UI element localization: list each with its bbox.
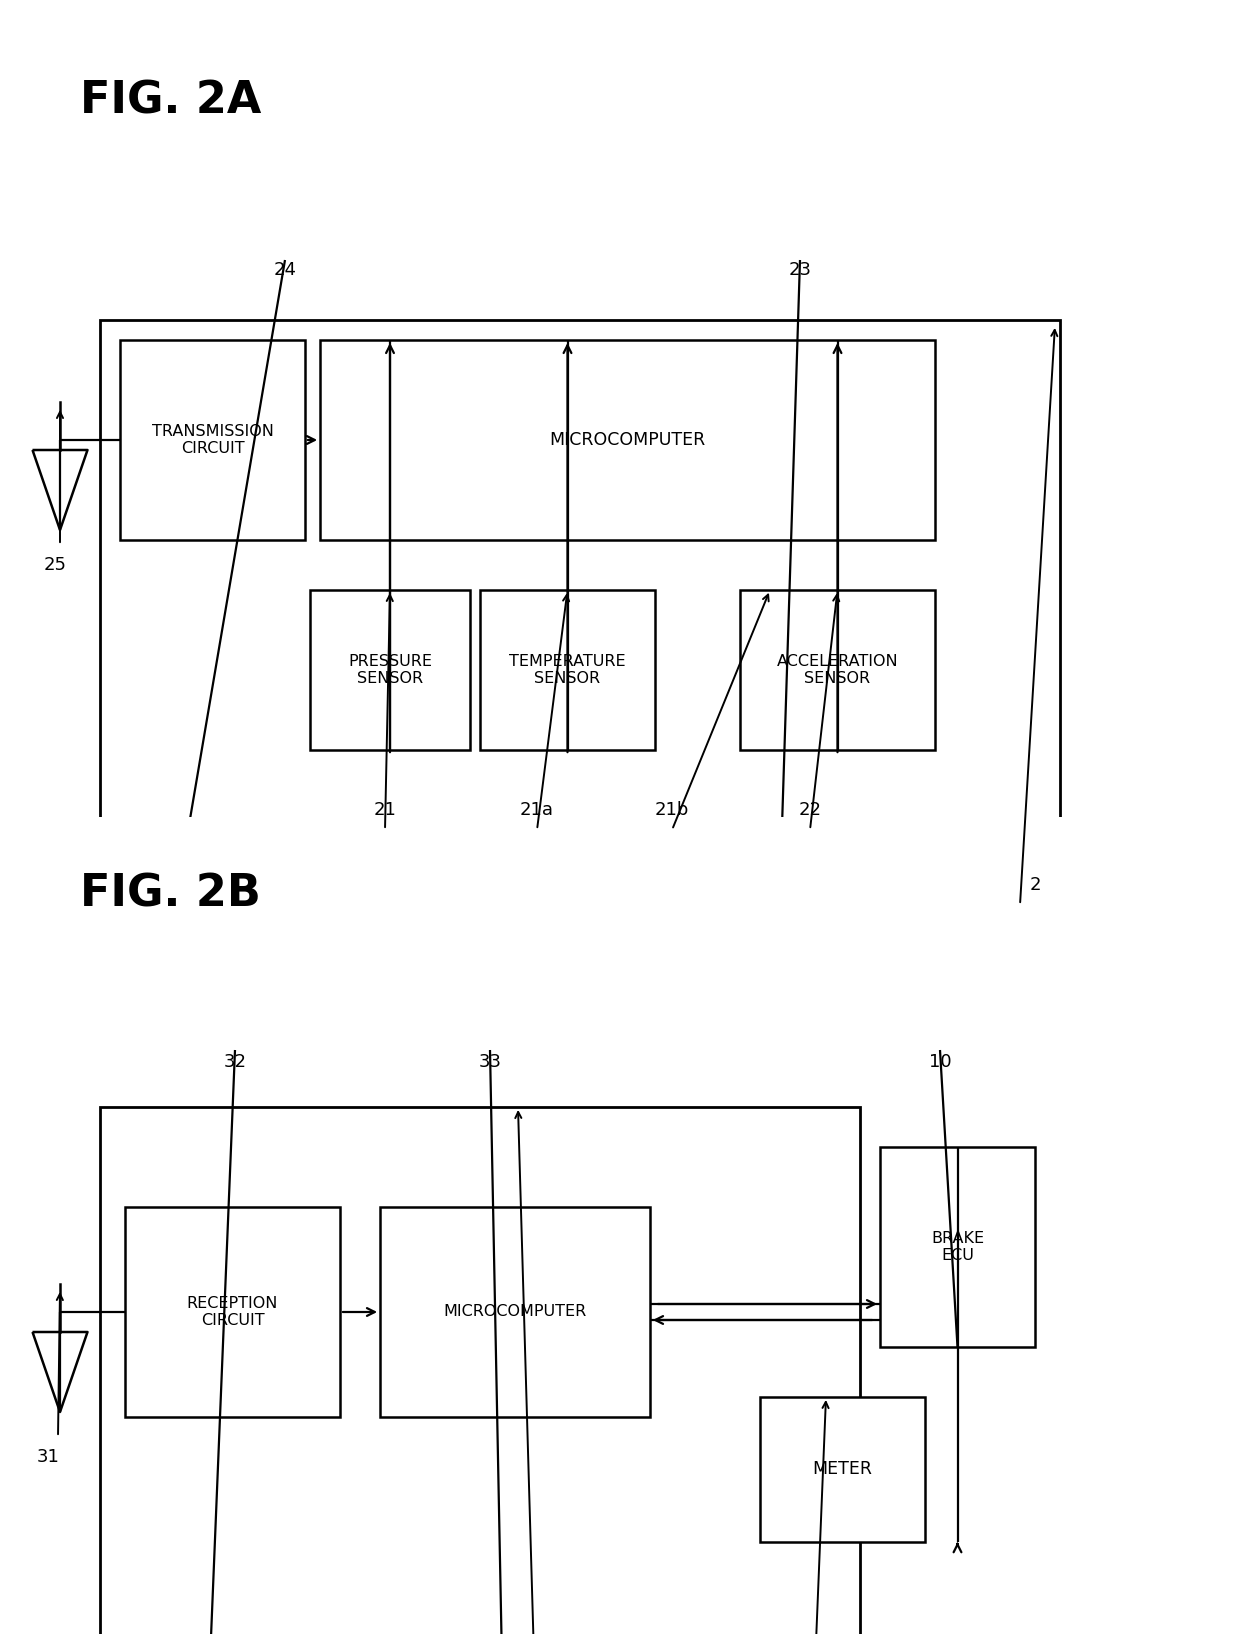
Text: TEMPERATURE
SENSOR: TEMPERATURE SENSOR xyxy=(510,654,626,686)
Text: 23: 23 xyxy=(789,261,811,279)
Text: 21b: 21b xyxy=(655,801,689,819)
Bar xyxy=(379,1208,650,1417)
Bar xyxy=(100,320,1060,850)
Bar xyxy=(100,1106,861,1634)
Text: ACCELERATION
SENSOR: ACCELERATION SENSOR xyxy=(776,654,898,686)
Bar xyxy=(480,590,655,750)
Text: BRAKE
ECU: BRAKE ECU xyxy=(931,1230,985,1263)
Bar xyxy=(125,1208,340,1417)
Text: 31: 31 xyxy=(36,1448,60,1466)
Text: RECEPTION
CIRCUIT: RECEPTION CIRCUIT xyxy=(187,1296,278,1328)
Text: 32: 32 xyxy=(223,1052,247,1070)
Text: 21: 21 xyxy=(373,801,397,819)
Text: TRANSMISSION
CIRCUIT: TRANSMISSION CIRCUIT xyxy=(151,423,274,456)
Bar xyxy=(880,1147,1035,1346)
Bar xyxy=(760,1397,925,1542)
Text: 2: 2 xyxy=(1029,876,1040,894)
Bar xyxy=(120,340,305,539)
Text: MICROCOMPUTER: MICROCOMPUTER xyxy=(549,431,706,449)
Bar xyxy=(310,590,470,750)
Text: 25: 25 xyxy=(43,556,67,574)
Text: FIG. 2B: FIG. 2B xyxy=(81,873,260,915)
Bar xyxy=(740,590,935,750)
Bar xyxy=(320,340,935,539)
Text: METER: METER xyxy=(812,1461,873,1479)
Text: 21a: 21a xyxy=(520,801,554,819)
Text: 33: 33 xyxy=(479,1052,501,1070)
Text: 22: 22 xyxy=(799,801,821,819)
Text: PRESSURE
SENSOR: PRESSURE SENSOR xyxy=(348,654,432,686)
Text: MICROCOMPUTER: MICROCOMPUTER xyxy=(444,1304,587,1320)
Text: FIG. 2A: FIG. 2A xyxy=(81,80,262,123)
Text: 10: 10 xyxy=(929,1052,951,1070)
Text: 24: 24 xyxy=(274,261,296,279)
